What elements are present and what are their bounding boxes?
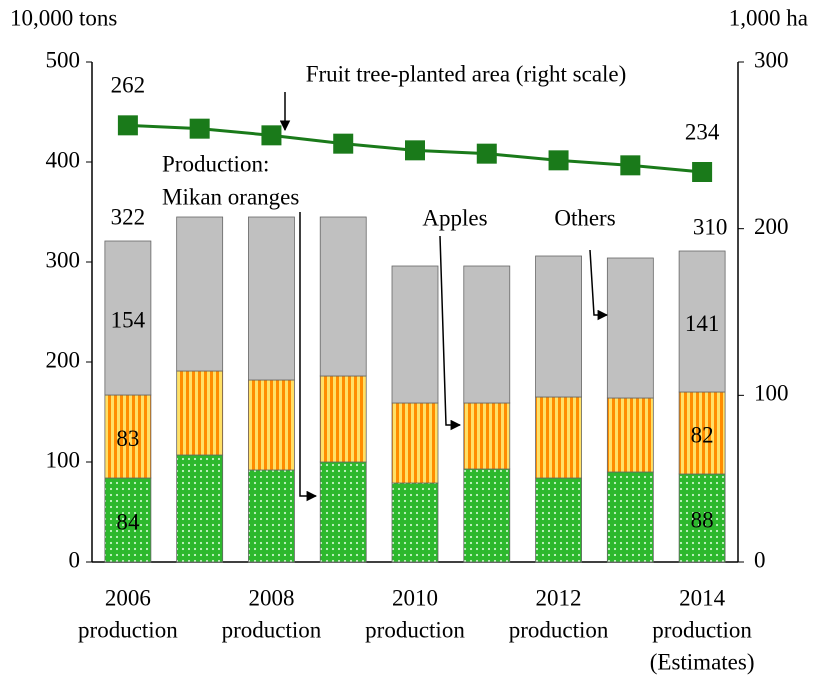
bar-segment	[104, 394, 152, 479]
y-tick-label: 0	[69, 547, 81, 572]
annotation-arrow	[589, 249, 609, 321]
bar-segment	[176, 216, 224, 372]
y-tick-label: 500	[46, 47, 81, 72]
total-label: 322	[111, 204, 146, 229]
annotation-arrow	[299, 212, 318, 502]
x-tick-label: production	[365, 617, 465, 642]
bar-segment	[391, 265, 439, 404]
x-tick-label: production	[652, 617, 752, 642]
line-marker	[261, 125, 282, 146]
bar-segment	[319, 216, 367, 377]
bar-segment	[319, 375, 367, 463]
annotation: Apples	[422, 205, 487, 230]
line-marker	[405, 140, 425, 161]
x-tick-label: (Estimates)	[650, 649, 755, 674]
annotation: Mikan oranges	[162, 184, 299, 209]
bar-segment	[248, 469, 295, 563]
data-label: 262	[111, 73, 146, 98]
bar-segment	[248, 216, 295, 381]
y-tick-label: 100	[46, 447, 81, 472]
line-marker	[548, 150, 569, 171]
x-tick-label: 2014	[679, 585, 726, 610]
bar-segment	[606, 397, 654, 473]
data-label: 84	[116, 509, 140, 534]
bar-segment	[678, 391, 726, 475]
bar-segment	[606, 257, 654, 399]
x-tick-label: 2006	[105, 585, 151, 610]
line-marker	[620, 155, 641, 176]
annotation: Production:	[162, 151, 269, 176]
bar-segment	[391, 402, 439, 484]
bar-segment	[463, 265, 511, 404]
x-tick-label: production	[222, 617, 322, 642]
y2-tick-label: 0	[754, 547, 766, 572]
bar-segment	[104, 240, 152, 396]
y2-axis-label: 1,000 ha	[729, 5, 808, 30]
bar-segment	[391, 482, 439, 563]
line-marker	[333, 133, 354, 154]
line-marker	[117, 115, 138, 136]
y-axis-label: 10,000 tons	[10, 5, 117, 30]
x-tick-label: 2008	[248, 585, 294, 610]
y2-tick-label: 300	[754, 47, 789, 72]
bar-segment	[176, 370, 224, 456]
bar-segment	[463, 402, 511, 470]
bar-segment	[319, 461, 367, 563]
data-label: 154	[111, 307, 146, 332]
data-label: 83	[116, 426, 139, 451]
bar-segment	[104, 477, 152, 563]
bar-segment	[248, 379, 295, 471]
x-tick-label: 2012	[536, 585, 582, 610]
data-label: 141	[685, 311, 720, 336]
y-tick-label: 200	[46, 347, 81, 372]
data-label: 88	[691, 507, 714, 532]
line-marker	[476, 143, 497, 164]
x-tick-label: production	[509, 617, 609, 642]
annotation: Fruit tree-planted area (right scale)	[306, 61, 627, 86]
annotation-arrow	[439, 235, 462, 431]
line-marker	[189, 118, 210, 139]
bar-segment	[535, 255, 582, 398]
annotation: Others	[554, 205, 615, 230]
y-tick-label: 400	[46, 147, 81, 172]
y-tick-label: 300	[46, 247, 81, 272]
bar-segment	[678, 250, 726, 393]
total-label: 310	[693, 214, 728, 239]
bar-segment	[463, 468, 511, 563]
x-tick-label: 2010	[392, 585, 438, 610]
bar-segment	[176, 454, 224, 563]
bar-segment	[606, 471, 654, 563]
data-label: 82	[691, 422, 714, 447]
bar-segment	[678, 473, 726, 563]
bar-segment	[535, 396, 582, 479]
line-marker	[692, 162, 713, 182]
x-tick-label: production	[78, 617, 178, 642]
y2-tick-label: 200	[754, 214, 789, 239]
bar-segment	[535, 477, 582, 563]
data-label: 234	[685, 119, 720, 144]
y2-tick-label: 100	[754, 381, 789, 406]
